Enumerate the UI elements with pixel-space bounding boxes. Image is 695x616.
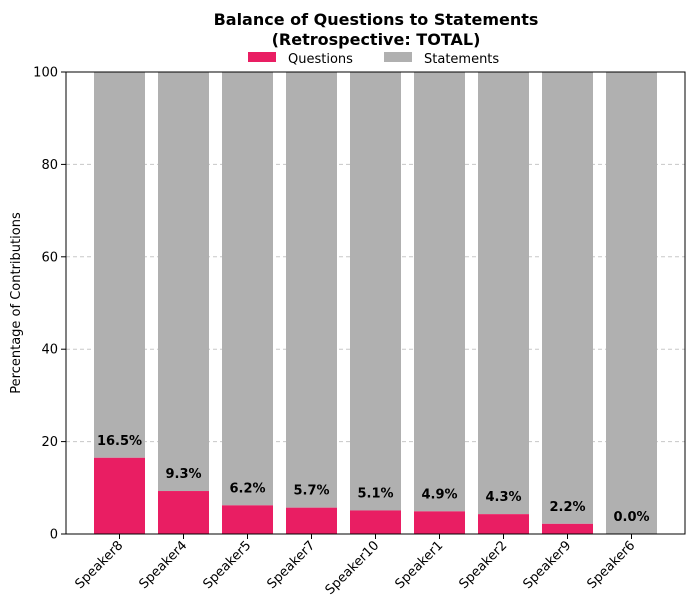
bar-statements-Speaker6: [606, 72, 657, 534]
bar-statements-Speaker2: [478, 72, 529, 515]
data-label-Speaker2: 4.3%: [485, 490, 521, 505]
legend: Questions Statements: [248, 52, 499, 67]
legend-swatch-questions: [248, 52, 276, 62]
bars: [94, 72, 657, 534]
bar-questions-Speaker10: [350, 510, 401, 534]
bar-statements-Speaker1: [414, 72, 465, 512]
bar-statements-Speaker7: [286, 72, 337, 508]
data-label-Speaker7: 5.7%: [293, 484, 329, 499]
x-tick-label-Speaker10: Speaker10: [323, 538, 383, 598]
chart-title-line1: Balance of Questions to Statements: [214, 10, 539, 29]
y-tick-label: 60: [41, 250, 58, 265]
data-label-Speaker8: 16.5%: [97, 434, 142, 449]
bar-questions-Speaker2: [478, 514, 529, 534]
x-tick-label-Speaker9: Speaker9: [520, 538, 574, 592]
x-axis: Speaker8 Speaker4 Speaker5 Speaker7 Speaker1…: [72, 534, 638, 598]
bar-statements-Speaker8: [94, 72, 145, 458]
bar-statements-Speaker5: [222, 72, 273, 506]
bar-questions-Speaker5: [222, 505, 273, 534]
bar-statements-Speaker10: [350, 72, 401, 511]
x-tick-label-Speaker6: Speaker6: [584, 538, 638, 592]
y-axis: 0 20 40 60 80 100: [33, 66, 66, 543]
legend-label-questions: Questions: [288, 52, 353, 67]
data-label-Speaker5: 6.2%: [229, 481, 265, 496]
y-tick-label: 80: [41, 158, 58, 173]
legend-swatch-statements: [384, 52, 412, 62]
data-label-Speaker4: 9.3%: [165, 467, 201, 482]
bar-statements-Speaker9: [542, 72, 593, 524]
bar-questions-Speaker9: [542, 523, 593, 534]
x-tick-label-Speaker7: Speaker7: [264, 538, 318, 592]
y-tick-label: 100: [33, 66, 58, 81]
y-axis-label: Percentage of Contributions: [9, 212, 24, 394]
x-tick-label-Speaker1: Speaker1: [392, 538, 446, 592]
bar-statements-Speaker4: [158, 72, 209, 492]
data-label-Speaker1: 4.9%: [421, 487, 457, 502]
x-tick-label-Speaker5: Speaker5: [200, 538, 254, 592]
y-tick-label: 20: [41, 435, 58, 450]
bar-questions-Speaker8: [94, 457, 145, 534]
data-label-Speaker9: 2.2%: [549, 500, 585, 515]
data-label-Speaker6: 0.0%: [613, 510, 649, 525]
x-tick-label-Speaker2: Speaker2: [456, 538, 510, 592]
data-labels: 16.5% 9.3% 6.2% 5.7% 5.1% 4.9% 4.3% 2.2% 0.0%: [97, 434, 650, 525]
y-tick-label: 0: [50, 528, 58, 543]
legend-label-statements: Statements: [424, 52, 499, 67]
bar-questions-Speaker7: [286, 507, 337, 534]
bar-questions-Speaker4: [158, 491, 209, 534]
x-tick-label-Speaker8: Speaker8: [72, 538, 126, 592]
data-label-Speaker10: 5.1%: [357, 486, 393, 501]
chart-title-line2: (Retrospective: TOTAL): [272, 30, 481, 49]
y-tick-label: 40: [41, 343, 58, 358]
bar-questions-Speaker1: [414, 511, 465, 534]
x-tick-label-Speaker4: Speaker4: [136, 538, 190, 592]
